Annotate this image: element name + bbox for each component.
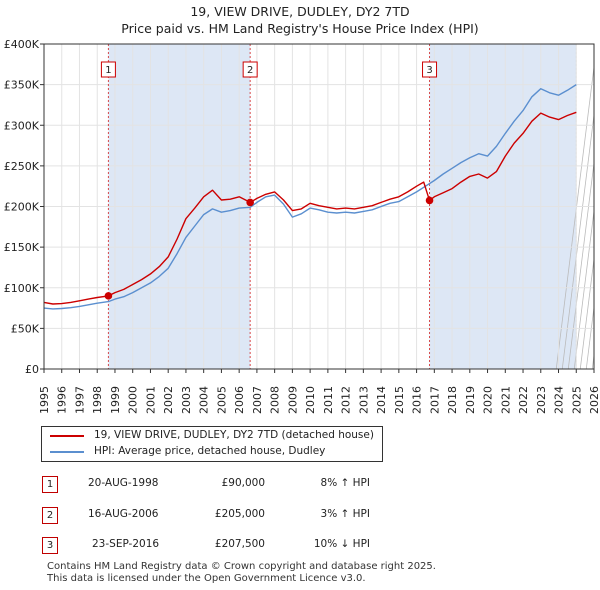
- legend-swatch-property: [50, 435, 84, 437]
- x-tick-label: 2015: [393, 386, 406, 414]
- x-tick-label: 2005: [215, 386, 228, 414]
- property-price-line: [43, 111, 577, 305]
- y-tick-label: £350K: [4, 79, 40, 92]
- sale-marker-box: [422, 61, 438, 78]
- sale-price: £207,500: [214, 538, 265, 550]
- x-tick-label: 2003: [180, 386, 193, 414]
- x-tick-label: 2022: [517, 386, 530, 414]
- footer-copyright: Contains HM Land Registry data © Crown c…: [47, 561, 436, 572]
- x-tick-label: 2018: [446, 386, 459, 414]
- sale-hpi-change: 8% ↑ HPI: [320, 477, 370, 489]
- x-tick-label: 1997: [73, 386, 86, 414]
- sale-date: 23-SEP-2016: [92, 538, 160, 550]
- x-tick-label: 2023: [535, 386, 548, 414]
- x-tick-label: 2008: [269, 386, 282, 414]
- x-tick-label: 1999: [109, 386, 122, 414]
- x-tick-label: 2007: [251, 386, 264, 414]
- x-tick-label: 1996: [56, 386, 69, 414]
- x-tick-label: 2010: [304, 386, 317, 414]
- x-tick-label: 2006: [233, 386, 246, 414]
- x-tick-label: 2000: [127, 386, 140, 414]
- legend: 19, VIEW DRIVE, DUDLEY, DY2 7TD (detache…: [41, 426, 383, 462]
- chart-title: 19, VIEW DRIVE, DUDLEY, DY2 7TD: [190, 4, 410, 19]
- x-tick-label: 2013: [357, 386, 370, 414]
- x-tick-label: 2014: [375, 386, 388, 414]
- hatch-line: [579, 207, 600, 370]
- sale-point: [246, 198, 254, 207]
- sale-marker-box: [100, 61, 116, 78]
- y-tick-label: £400K: [4, 38, 40, 51]
- y-tick-label: £50K: [11, 322, 40, 335]
- legend-label-property: 19, VIEW DRIVE, DUDLEY, DY2 7TD (detache…: [94, 429, 374, 441]
- x-tick-label: 2020: [482, 386, 495, 414]
- x-tick-label: 2004: [198, 386, 211, 414]
- sale-marker-label: 2: [247, 65, 253, 76]
- hpi-line: [43, 84, 577, 310]
- sale-marker-label: 1: [105, 65, 111, 76]
- x-tick-label: 1998: [91, 386, 104, 414]
- x-tick-label: 2025: [570, 386, 583, 414]
- sale-row: 2 16-AUG-2006 £205,000 3% ↑ HPI: [0, 507, 600, 525]
- x-tick-label: 2026: [588, 386, 600, 414]
- sale-point: [425, 196, 434, 205]
- footer-licence: This data is licensed under the Open Gov…: [47, 573, 366, 584]
- x-tick-label: 1995: [38, 386, 51, 414]
- legend-label-hpi: HPI: Average price, detached house, Dudl…: [94, 445, 326, 457]
- hatch-mask: [575, 0, 595, 44]
- x-tick-label: 2009: [286, 386, 299, 414]
- x-tick-label: 2002: [162, 386, 175, 414]
- y-tick-label: £100K: [4, 282, 40, 295]
- x-tick-label: 2001: [144, 386, 157, 414]
- x-tick-label: 2019: [464, 386, 477, 414]
- sale-badge: 1: [42, 476, 58, 493]
- legend-swatch-hpi: [50, 451, 84, 453]
- x-tick-label: 2016: [411, 386, 424, 414]
- chart-subtitle: Price paid vs. HM Land Registry's House …: [121, 21, 479, 36]
- hatch-line: [585, 255, 600, 370]
- y-tick-label: £250K: [4, 160, 40, 173]
- sale-marker-label: 3: [426, 65, 432, 76]
- x-tick-label: 2021: [499, 386, 512, 414]
- sale-price: £205,000: [214, 508, 265, 520]
- x-tick-label: 2012: [340, 386, 353, 414]
- y-tick-label: £150K: [4, 241, 40, 254]
- y-tick-label: £0: [25, 363, 39, 376]
- sale-point: [104, 292, 113, 300]
- sale-hpi-change: 3% ↑ HPI: [320, 508, 370, 520]
- x-tick-label: 2024: [553, 386, 566, 414]
- x-tick-label: 2011: [322, 386, 335, 414]
- sale-date: 20-AUG-1998: [88, 477, 159, 489]
- y-tick-label: £200K: [4, 201, 40, 214]
- y-tick-label: £300K: [4, 119, 40, 132]
- hatch-line: [567, 111, 600, 370]
- x-tick-label: 2017: [428, 386, 441, 414]
- hatch-mask: [594, 0, 600, 399]
- sale-row: 3 23-SEP-2016 £207,500 10% ↓ HPI: [0, 537, 600, 555]
- sale-hpi-change: 10% ↓ HPI: [313, 538, 370, 550]
- sale-row: 1 20-AUG-1998 £90,000 8% ↑ HPI: [0, 476, 600, 494]
- sale-badge: 3: [42, 537, 58, 554]
- sale-date: 16-AUG-2006: [88, 508, 159, 520]
- sale-badge: 2: [42, 507, 58, 524]
- sale-price: £90,000: [221, 477, 265, 489]
- sale-marker-box: [242, 61, 258, 78]
